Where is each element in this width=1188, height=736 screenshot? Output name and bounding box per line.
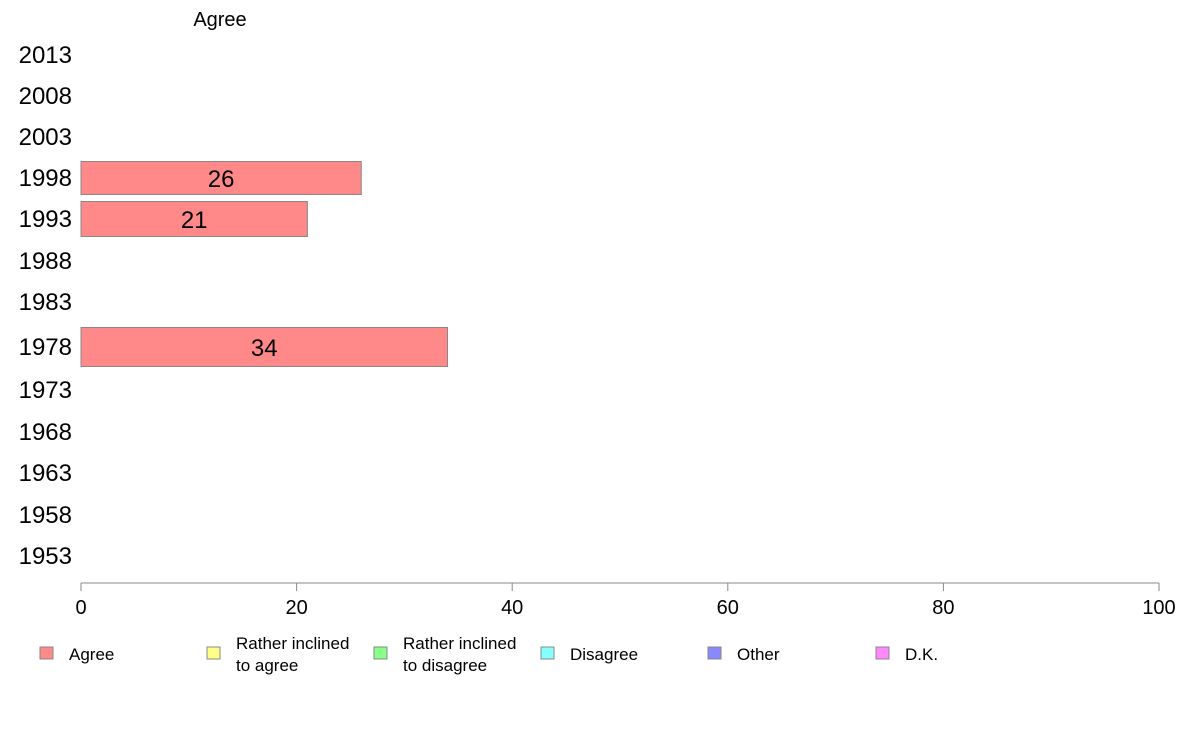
legend-label: Disagree	[570, 645, 638, 664]
legend-label: Rather inclined	[236, 634, 349, 653]
column-title: Agree	[193, 9, 246, 31]
legend-label: Other	[737, 645, 780, 664]
year-label: 1963	[19, 460, 72, 487]
x-tick-label: 60	[717, 597, 739, 619]
bar-value-label: 21	[181, 207, 208, 234]
year-label: 1958	[19, 502, 72, 529]
legend-label: Rather inclined	[403, 634, 516, 653]
legend-swatch	[875, 646, 890, 660]
legend-swatch	[206, 646, 221, 660]
year-label: 1983	[19, 289, 72, 316]
year-labels-group: 2013 2008 2003 1998 1993 1988 1983 1978 1973 1968…	[19, 42, 72, 570]
bar-value-label: 34	[251, 335, 278, 362]
x-tick-label: 20	[285, 597, 307, 619]
legend: Agree Rather inclined to agree Rather incli…	[39, 634, 938, 675]
year-label: 1973	[19, 377, 72, 404]
year-label: 1953	[19, 543, 72, 570]
x-tick-label: 80	[932, 597, 954, 619]
legend-swatch	[707, 646, 722, 660]
year-label: 2008	[19, 83, 72, 110]
legend-label: Agree	[69, 645, 114, 664]
year-label: 1988	[19, 248, 72, 275]
bar-1978	[80, 327, 449, 367]
legend-swatch	[373, 646, 388, 660]
year-label: 2003	[19, 124, 72, 151]
year-label: 1998	[19, 165, 72, 192]
legend-label: to disagree	[403, 656, 487, 675]
year-label: 1993	[19, 206, 72, 233]
year-label: 1968	[19, 419, 72, 446]
legend-label: to agree	[236, 656, 298, 675]
bar-1993	[80, 201, 308, 237]
x-tick-label: 0	[75, 597, 86, 619]
year-label: 2013	[19, 42, 72, 69]
x-tick-label: 40	[501, 597, 523, 619]
x-tick-label: 100	[1142, 597, 1175, 619]
x-axis: 0 20 40 60 80 100	[75, 582, 1176, 619]
legend-swatch	[39, 646, 54, 660]
legend-swatch	[540, 646, 555, 660]
year-label: 1978	[19, 334, 72, 361]
legend-label: D.K.	[905, 645, 938, 664]
bar-1998	[80, 161, 362, 195]
bar-value-label: 26	[208, 166, 235, 193]
